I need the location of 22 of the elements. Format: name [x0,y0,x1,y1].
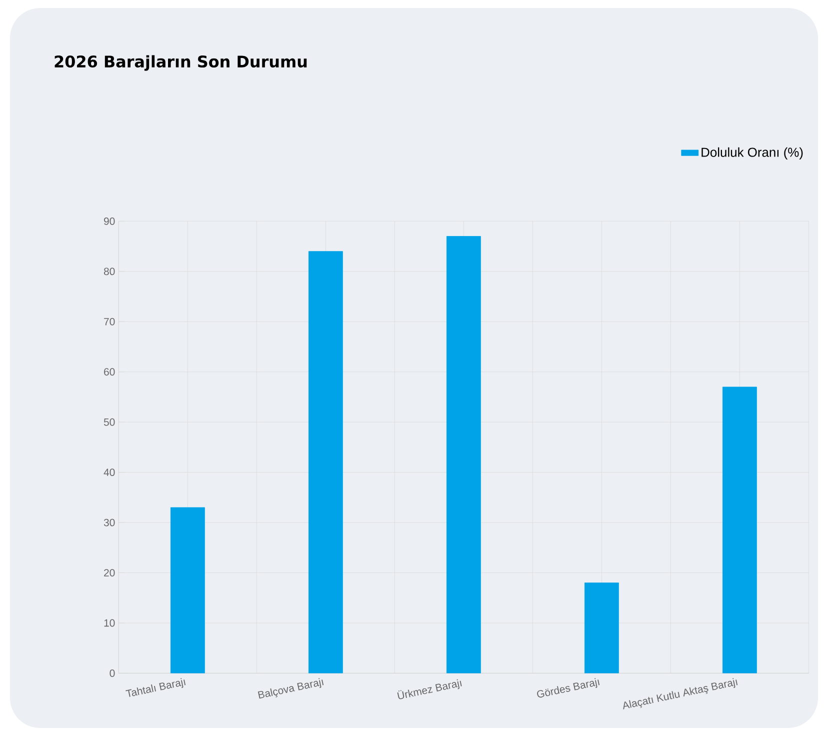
bar [308,251,343,674]
y-tick-label: 40 [104,468,115,476]
bar [722,386,757,674]
y-tick-label: 10 [104,619,115,627]
y-tick-label: 30 [104,518,115,526]
y-tick-label: 20 [104,569,115,576]
y-tick-label: 0 [110,670,115,677]
y-tick-label: 60 [104,368,115,376]
bar [584,582,619,674]
y-tick-label: 50 [104,418,115,426]
y-tick-label: 80 [104,268,115,276]
chart-title: 2026 Barajların Son Durumu [54,55,307,71]
y-tick-label: 90 [104,218,115,225]
x-tick-label: Balçova Barajı [258,678,324,699]
legend-label: Doluluk Oranı (%) [702,147,803,160]
x-tick-label: Gördes Barajı [537,678,600,698]
x-tick-label: Tahtalı Barajı [126,678,186,697]
bar [446,236,481,674]
x-tick-label: Ürkmez Barajı [397,679,462,700]
bar [170,507,205,674]
x-tick-label: Alaçatı Kutlu Aktaş Barajı [623,678,738,710]
y-tick-label: 70 [104,318,115,326]
